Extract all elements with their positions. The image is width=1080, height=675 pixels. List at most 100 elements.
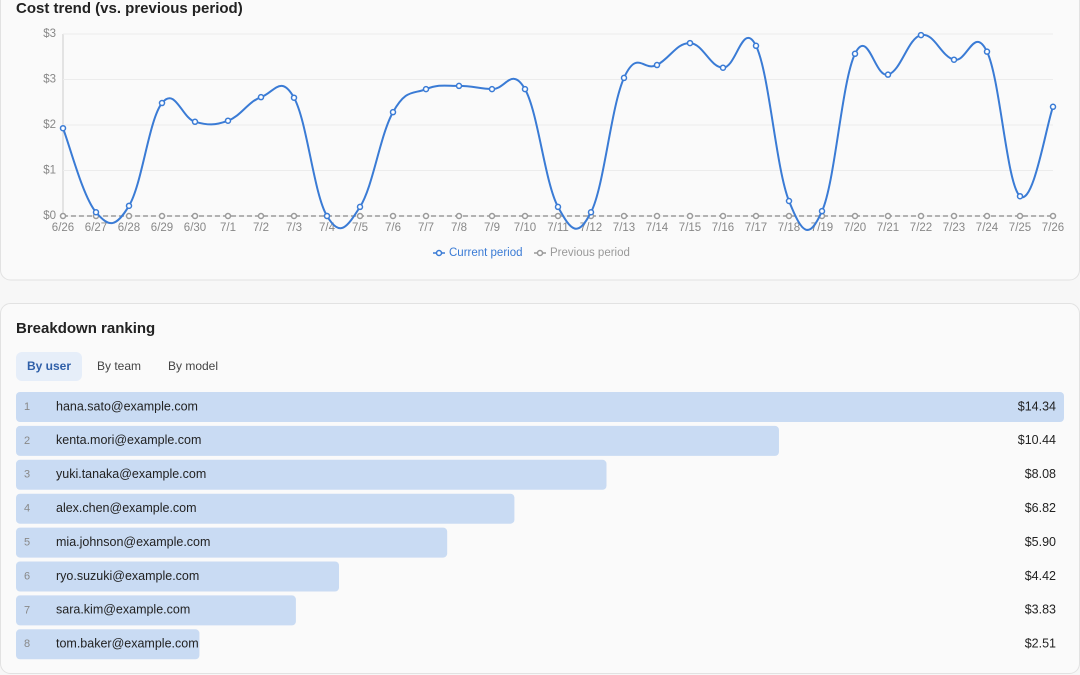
y-tick-label: $3: [43, 28, 56, 40]
x-tick-label: 7/12: [580, 222, 602, 234]
chart-title: Cost trend (vs. previous period): [16, 0, 243, 17]
point: [59, 124, 67, 132]
x-tick-label: 7/5: [352, 222, 368, 234]
ranking-value: $5.90: [1025, 535, 1056, 549]
point: [290, 94, 298, 101]
point: [521, 85, 529, 93]
x-tick-label: 7/24: [976, 222, 999, 234]
point: [719, 212, 727, 220]
ranking-bar: [16, 392, 1064, 422]
point: [488, 212, 496, 220]
x-tick-label: 7/19: [811, 222, 833, 234]
x-tick-label: 7/7: [418, 222, 434, 234]
x-tick-label: 7/4: [319, 222, 336, 234]
point: [686, 39, 694, 47]
point: [191, 212, 199, 220]
point: [356, 203, 364, 211]
x-tick-label: 7/26: [1042, 222, 1064, 234]
ranking-bar: [16, 561, 340, 592]
point: [884, 71, 892, 78]
x-tick-label: 7/8: [451, 222, 467, 234]
point: [323, 212, 331, 220]
x-tick-label: 7/16: [712, 222, 734, 234]
rank: 6: [24, 570, 30, 582]
x-tick-label: 6/27: [85, 222, 107, 234]
point: [851, 212, 859, 220]
rank: 4: [24, 503, 30, 515]
rank: 7: [24, 604, 30, 616]
x-tick-label: 6/30: [184, 222, 206, 234]
point: [554, 203, 562, 211]
point: [1049, 103, 1057, 111]
x-tick-label: 6/29: [151, 222, 173, 234]
rank: 8: [24, 638, 30, 650]
point: [257, 212, 265, 220]
point: [752, 212, 760, 220]
tab[interactable]: By team: [97, 359, 141, 373]
point: [785, 212, 793, 220]
point: [356, 212, 364, 220]
point: [719, 64, 727, 71]
point: [257, 93, 265, 101]
ranking-value: $14.34: [1018, 399, 1056, 413]
point: [884, 212, 892, 220]
point: [851, 50, 859, 58]
ranking-bar: [16, 425, 779, 456]
rank: 1: [24, 401, 30, 413]
ranking-value: $4.42: [1025, 569, 1056, 583]
x-tick-label: 7/13: [613, 222, 635, 234]
y-tick-label: $2: [43, 119, 56, 131]
point: [389, 108, 397, 116]
rank: 3: [24, 469, 30, 481]
point: [224, 212, 232, 220]
legend-label: Current period: [449, 247, 523, 259]
point: [125, 202, 133, 210]
ranking-name: hana.sato@example.com: [56, 399, 198, 413]
point: [950, 56, 958, 63]
x-tick-label: 7/18: [778, 222, 800, 234]
legend-icon: [536, 249, 544, 257]
tab[interactable]: By model: [168, 359, 218, 373]
x-tick-label: 7/17: [745, 222, 767, 234]
point: [818, 207, 826, 215]
x-tick-label: 7/3: [286, 222, 302, 234]
point: [653, 212, 661, 220]
point: [158, 99, 166, 107]
x-tick-label: 7/1: [220, 222, 236, 234]
tab[interactable]: By user: [27, 359, 71, 373]
point: [92, 209, 100, 216]
point: [653, 61, 661, 69]
point: [554, 212, 562, 220]
x-tick-label: 7/23: [943, 222, 965, 234]
ranking-bar: [16, 629, 200, 660]
point: [224, 117, 232, 124]
x-tick-label: 7/20: [844, 222, 866, 234]
x-tick-label: 6/28: [118, 222, 140, 234]
point: [422, 212, 430, 220]
ranking-bar: [16, 459, 607, 490]
ranking-bar: [16, 527, 448, 558]
x-tick-label: 7/15: [679, 222, 701, 234]
y-tick-label: $1: [43, 165, 56, 177]
ranking-value: $10.44: [1018, 433, 1056, 447]
x-tick-label: 7/21: [877, 222, 899, 234]
x-tick-label: 7/9: [484, 222, 500, 234]
y-tick-label: $3: [43, 74, 56, 86]
point: [917, 212, 925, 220]
y-tick-label: $0: [43, 210, 56, 222]
ranking-name: tom.baker@example.com: [56, 637, 199, 651]
point: [191, 118, 199, 126]
ranking-name: kenta.mori@example.com: [56, 433, 201, 447]
rank: 2: [24, 435, 30, 447]
point: [1016, 192, 1024, 200]
point: [158, 212, 166, 220]
ranking-bar: [16, 595, 296, 626]
ranking-name: sara.kim@example.com: [56, 603, 190, 617]
point: [950, 212, 958, 220]
x-tick-label: 7/14: [646, 222, 669, 234]
ranking-name: yuki.tanaka@example.com: [56, 467, 206, 481]
point: [686, 212, 694, 220]
legend-icon: [435, 249, 443, 257]
